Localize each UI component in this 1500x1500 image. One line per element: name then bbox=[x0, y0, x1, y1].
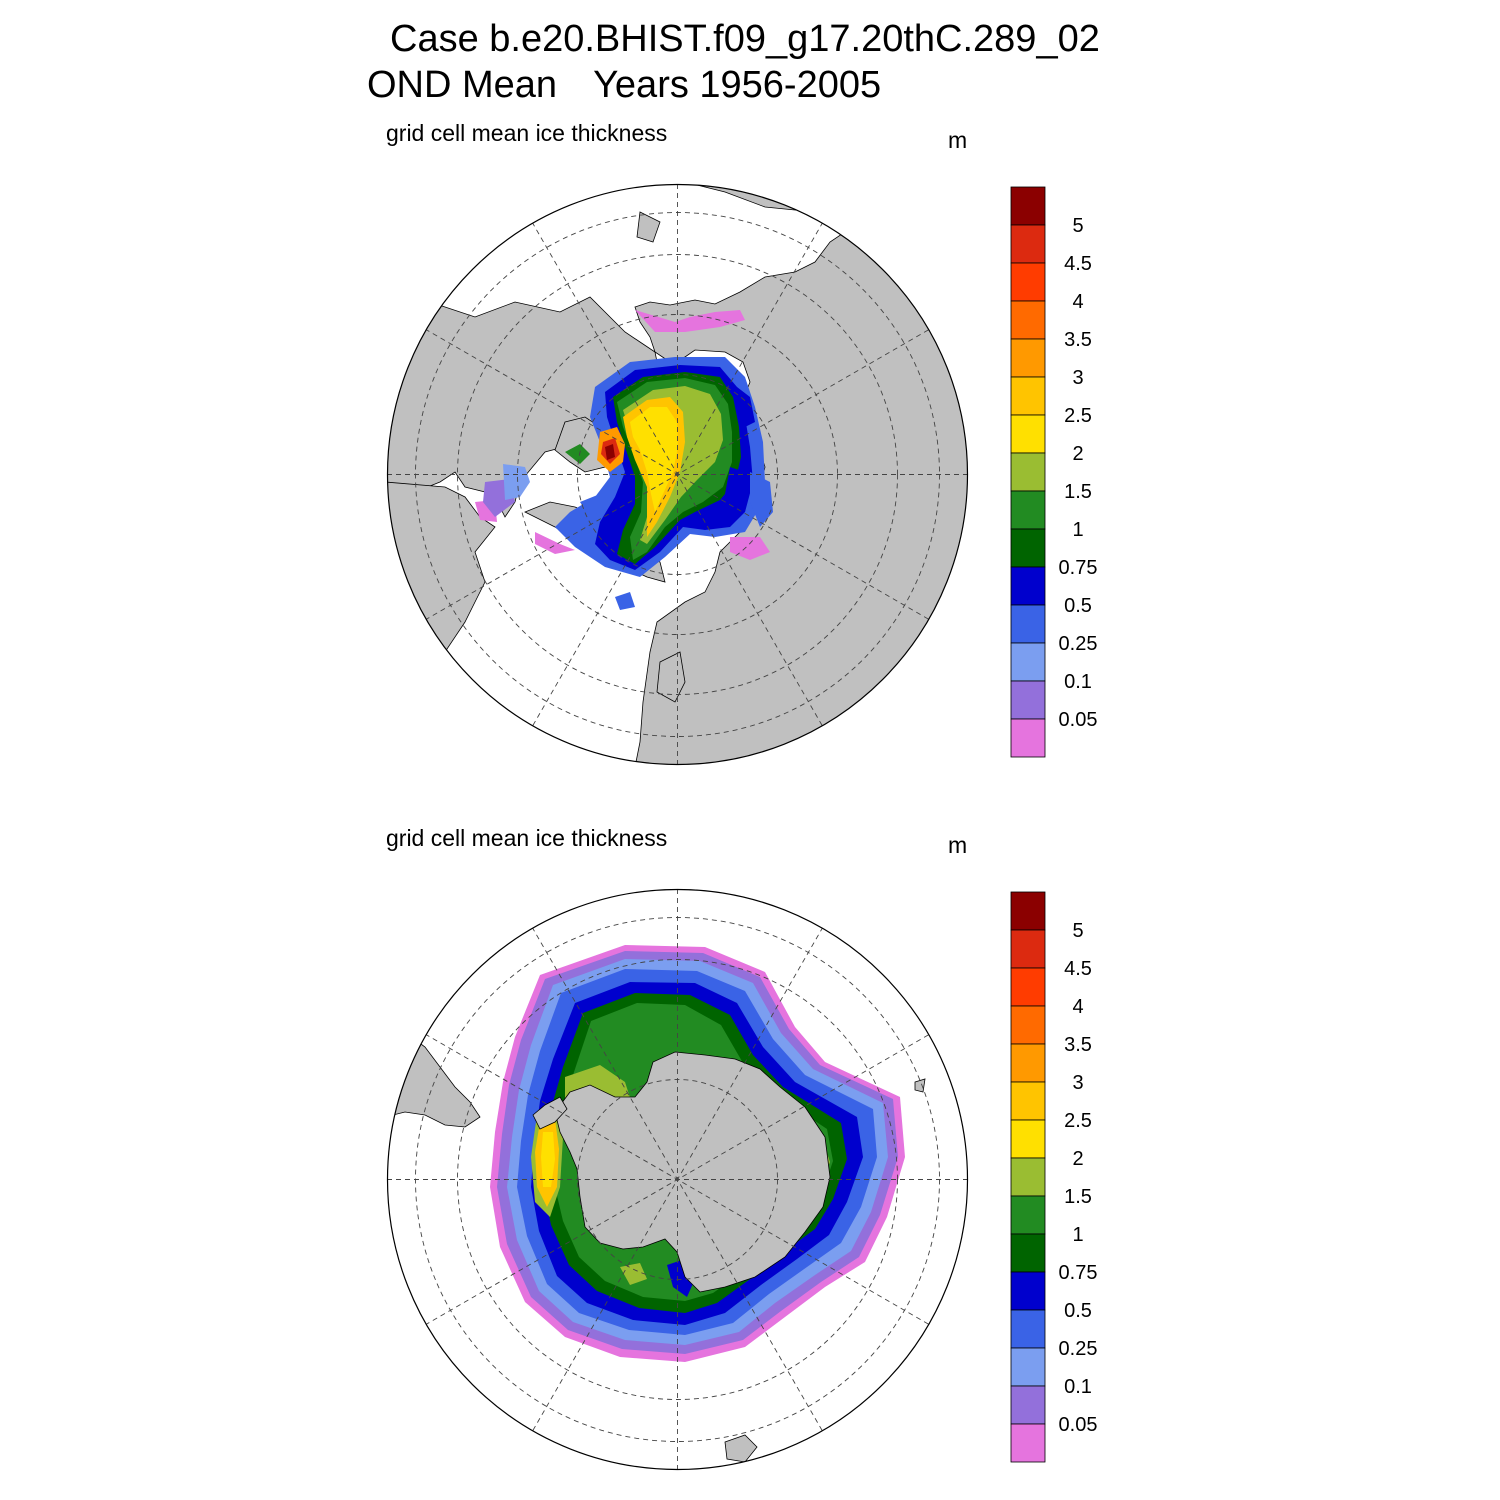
sh-colorbar-swatch bbox=[1010, 1233, 1046, 1273]
nh-ice-field bbox=[475, 310, 773, 610]
nh-colorbar-swatch bbox=[1010, 680, 1046, 720]
nh-colorbar-label: 1.5 bbox=[1064, 481, 1092, 503]
sh-colorbar-swatch bbox=[1010, 1195, 1046, 1235]
sh-colorbar-label: 2 bbox=[1072, 1148, 1083, 1170]
nh-graticule bbox=[387, 184, 968, 765]
nh-colorbar: 5 4.5 4 3.5 3 2.5 2 1.5 1 0.75 0.5 0.25 0.1 0.05 bbox=[1010, 186, 1098, 758]
nh-colorbar-swatch bbox=[1010, 528, 1046, 568]
sh-colorbar-label: 3.5 bbox=[1064, 1034, 1092, 1056]
nh-colorbar-swatch bbox=[1010, 262, 1046, 302]
sh-colorbar-swatch bbox=[1010, 1423, 1046, 1463]
sh-units-label: m bbox=[948, 832, 968, 858]
sh-colorbar-swatch bbox=[1010, 1271, 1046, 1311]
nh-colorbar-swatch bbox=[1010, 338, 1046, 378]
nh-colorbar-swatch bbox=[1010, 490, 1046, 530]
sh-colorbar-label: 1 bbox=[1072, 1224, 1083, 1246]
nh-colorbar-swatch bbox=[1010, 452, 1046, 492]
nh-colorbar-labels: 5 4.5 4 3.5 3 2.5 2 1.5 1 0.75 0.5 0.25 0.1 0.05 bbox=[1059, 215, 1098, 731]
nh-colorbar-swatch bbox=[1010, 604, 1046, 644]
sh-colorbar-swatch bbox=[1010, 1347, 1046, 1387]
sh-colorbar-label: 0.75 bbox=[1059, 1262, 1098, 1284]
sh-colorbar: 5 4.5 4 3.5 3 2.5 2 1.5 1 0.75 0.5 0.25 0.1 0.05 bbox=[1010, 891, 1098, 1463]
sh-colorbar-label: 1.5 bbox=[1064, 1186, 1092, 1208]
nh-colorbar-label: 3 bbox=[1072, 367, 1083, 389]
nh-panel-title: grid cell mean ice thickness bbox=[386, 120, 668, 146]
sh-colorbar-swatch bbox=[1010, 967, 1046, 1007]
nh-colorbar-swatch bbox=[1010, 566, 1046, 606]
sh-antarctica bbox=[532, 1051, 831, 1293]
sh-graticule bbox=[387, 889, 968, 1470]
season-label: OND Mean bbox=[367, 64, 558, 106]
sh-colorbar-label: 0.05 bbox=[1059, 1414, 1098, 1436]
sh-colorbar-swatch bbox=[1010, 1043, 1046, 1083]
nh-polar-map bbox=[386, 183, 969, 766]
figure-title-period: OND Mean Years 1956-2005 bbox=[367, 64, 881, 107]
nh-colorbar-label: 2 bbox=[1072, 443, 1083, 465]
nh-colorbar-label: 4 bbox=[1072, 291, 1083, 313]
nh-colorbar-label: 0.05 bbox=[1059, 709, 1098, 731]
sh-colorbar-label: 0.5 bbox=[1064, 1300, 1092, 1322]
nh-colorbar-label: 1 bbox=[1072, 519, 1083, 541]
figure-title-case: Case b.e20.BHIST.f09_g17.20thC.289_02 bbox=[390, 18, 1100, 60]
nh-colorbar-swatch bbox=[1010, 186, 1046, 226]
nh-colorbar-label: 0.25 bbox=[1059, 633, 1098, 655]
sh-colorbar-swatch bbox=[1010, 1005, 1046, 1045]
sh-colorbar-labels: 5 4.5 4 3.5 3 2.5 2 1.5 1 0.75 0.5 0.25 0.1 0.05 bbox=[1059, 920, 1098, 1436]
nh-colorbar-label: 0.75 bbox=[1059, 557, 1098, 579]
sh-colorbar-swatch bbox=[1010, 1119, 1046, 1159]
nh-colorbar-label: 0.1 bbox=[1064, 671, 1092, 693]
sh-colorbar-swatch bbox=[1010, 929, 1046, 969]
nh-colorbar-swatch bbox=[1010, 224, 1046, 264]
sh-colorbar-swatch bbox=[1010, 1309, 1046, 1349]
years-label: Years 1956-2005 bbox=[593, 64, 882, 106]
nh-units-label: m bbox=[948, 127, 968, 153]
sh-polar-map bbox=[386, 888, 969, 1471]
sh-colorbar-label: 0.1 bbox=[1064, 1376, 1092, 1398]
sh-colorbar-swatch bbox=[1010, 1081, 1046, 1121]
sh-colorbar-label: 4.5 bbox=[1064, 958, 1092, 980]
nh-colorbar-swatch bbox=[1010, 376, 1046, 416]
sh-colorbar-swatch bbox=[1010, 1385, 1046, 1425]
sh-colorbar-label: 2.5 bbox=[1064, 1110, 1092, 1132]
nh-colorbar-label: 2.5 bbox=[1064, 405, 1092, 427]
sh-colorbar-swatch bbox=[1010, 891, 1046, 931]
sh-colorbar-label: 3 bbox=[1072, 1072, 1083, 1094]
nh-colorbar-swatch bbox=[1010, 642, 1046, 682]
nh-colorbar-label: 0.5 bbox=[1064, 595, 1092, 617]
nh-colorbar-swatch bbox=[1010, 718, 1046, 758]
sh-colorbar-label: 0.25 bbox=[1059, 1338, 1098, 1360]
nh-colorbar-swatch bbox=[1010, 300, 1046, 340]
sh-colorbar-swatches bbox=[1010, 891, 1046, 1463]
nh-colorbar-swatch bbox=[1010, 414, 1046, 454]
sh-colorbar-swatch bbox=[1010, 1157, 1046, 1197]
nh-colorbar-label: 5 bbox=[1072, 215, 1083, 237]
nh-colorbar-label: 3.5 bbox=[1064, 329, 1092, 351]
nh-colorbar-swatches bbox=[1010, 186, 1046, 758]
nh-colorbar-label: 4.5 bbox=[1064, 253, 1092, 275]
sh-panel-title: grid cell mean ice thickness bbox=[386, 825, 668, 851]
sh-colorbar-label: 4 bbox=[1072, 996, 1083, 1018]
sh-colorbar-label: 5 bbox=[1072, 920, 1083, 942]
